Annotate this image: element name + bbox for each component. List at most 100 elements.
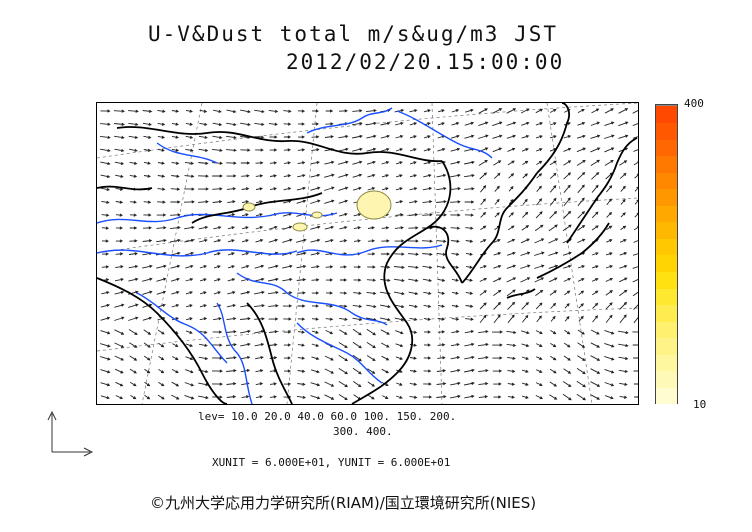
wind-vector-arrow [226, 317, 237, 321]
wind-vector-arrow [480, 225, 487, 231]
wind-vector-arrow [142, 316, 153, 321]
colorbar-cell [656, 386, 677, 405]
wind-vector-arrow [353, 291, 362, 295]
wind-vector-arrow [310, 369, 320, 374]
colorbar-max-label: 400 [684, 97, 704, 110]
wind-vector-arrow [115, 381, 124, 387]
wind-vector-arrow [338, 160, 349, 165]
wind-vector-arrow [367, 252, 376, 256]
wind-vector-arrow [577, 211, 585, 219]
wind-vector-arrow [199, 304, 207, 308]
wind-vector-arrow [620, 212, 626, 218]
colorbar-cell [656, 254, 677, 273]
wind-vector-arrow [297, 369, 306, 373]
wind-vector-arrow [101, 252, 109, 256]
wind-vector-arrow [548, 238, 559, 244]
wind-vector-arrow [507, 160, 515, 166]
wind-vector-arrow [269, 161, 278, 165]
wind-vector-arrow [464, 381, 475, 386]
wind-vector-arrow [506, 289, 516, 297]
wind-vector-arrow [366, 147, 377, 152]
wind-vector-arrow [241, 174, 250, 178]
wind-vector-arrow [115, 226, 123, 230]
wind-vector-arrow [185, 291, 194, 295]
wind-vector-arrow [324, 160, 335, 165]
wind-vector-arrow [535, 122, 543, 126]
wind-vector-arrow [352, 367, 362, 375]
wind-vector-arrow [198, 200, 209, 204]
wind-vector-arrow [297, 148, 306, 152]
wind-vector-arrow [409, 369, 417, 373]
wind-vector-arrow [436, 382, 447, 386]
wind-vector-arrow [240, 355, 251, 360]
wind-vector-arrow [240, 161, 251, 165]
wind-vector-arrow [507, 301, 516, 310]
wind-vector-arrow [255, 356, 264, 360]
wind-vector-arrow [114, 290, 125, 295]
wind-vector-arrow [324, 135, 334, 139]
wind-vector-arrow [493, 264, 502, 269]
dust-contours [242, 190, 392, 232]
wind-vector-arrow [226, 356, 237, 360]
wind-vector-arrow [100, 369, 111, 374]
wind-vector-arrow [618, 356, 629, 361]
wind-vector-arrow [352, 160, 363, 165]
wind-vector-arrow [297, 291, 306, 295]
wind-vector-arrow [184, 187, 195, 191]
wind-vector-arrow [380, 317, 391, 322]
wind-vector-arrow [604, 121, 615, 127]
wind-vector-arrow [212, 330, 223, 334]
wind-vector-arrow [522, 198, 528, 205]
wind-vector-arrow [227, 278, 236, 282]
wind-vector-arrow [297, 161, 306, 165]
wind-vector-arrow [199, 330, 208, 334]
wind-vector-arrow [142, 226, 152, 230]
wind-vector-arrow [254, 277, 265, 282]
wind-vector-arrow [423, 382, 432, 386]
wind-vector-arrow [325, 291, 333, 295]
wind-vector-arrow [100, 356, 111, 361]
wind-vector-arrow [548, 224, 558, 232]
wind-vector-arrow [577, 171, 586, 180]
wind-vector-arrow [464, 394, 475, 399]
wind-vector-arrow [143, 342, 151, 348]
wind-vector-arrow [198, 174, 209, 178]
wind-vector-arrow [590, 381, 601, 387]
wind-vector-arrow [283, 356, 291, 360]
wind-vector-arrow [381, 355, 390, 361]
wind-vector-arrow [395, 135, 404, 139]
wind-vector-arrow [100, 343, 111, 348]
wind-vector-arrow [550, 122, 557, 126]
wind-vector-arrow [352, 317, 363, 322]
wind-vector-arrow [423, 135, 431, 139]
wind-vector-arrow [129, 213, 138, 217]
wind-vector-arrow [185, 343, 193, 347]
wind-vector-arrow [494, 212, 500, 218]
wind-vector-arrow [634, 199, 638, 205]
wind-vector-arrow [170, 187, 181, 191]
wind-vector-arrow [409, 109, 418, 113]
wind-vector-arrow [158, 342, 165, 348]
wind-vector-arrow [255, 369, 264, 373]
wind-vector-arrow [562, 251, 572, 256]
wind-vector-arrow [144, 381, 151, 387]
wind-vector-arrow [114, 277, 124, 282]
wind-vector-arrow [407, 252, 419, 256]
wind-vector-arrow [493, 314, 501, 324]
wind-vector-arrow [129, 148, 138, 152]
wind-vector-arrow [283, 174, 292, 178]
wind-vector-arrow [283, 343, 292, 347]
wind-vector-arrow [506, 121, 517, 126]
wind-vector-arrow [240, 109, 251, 114]
wind-vector-arrow [101, 265, 110, 269]
wind-vector-arrow [409, 148, 417, 152]
wind-vector-arrow [142, 122, 152, 126]
wind-vector-arrow [255, 226, 264, 230]
wind-vector-arrow [618, 108, 629, 114]
wind-vector-arrow [338, 381, 348, 388]
wind-vector-arrow [282, 304, 293, 308]
wind-vector-arrow [479, 265, 487, 269]
wind-vector-arrow [464, 134, 475, 139]
wind-vector-arrow [338, 212, 348, 217]
wind-vector-arrow [100, 122, 111, 126]
